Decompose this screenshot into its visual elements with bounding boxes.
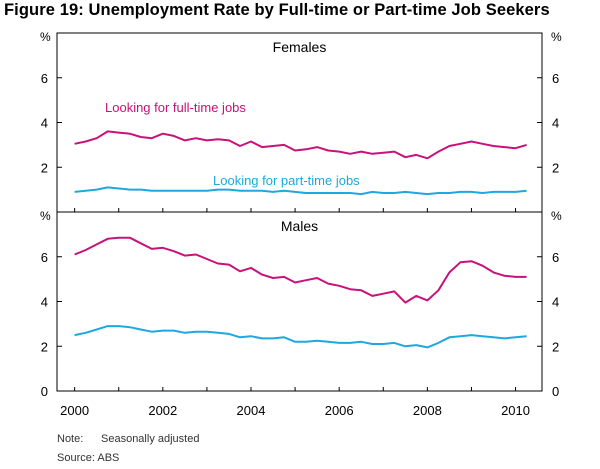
series-line-parttime-0: [74, 186, 527, 196]
note-text: Seasonally adjusted: [101, 433, 200, 445]
ytick-label-right: 4: [552, 116, 559, 131]
ytick-label-right: 6: [552, 250, 559, 265]
ytick-label-right: 0: [552, 384, 559, 399]
tick-labels: 2 2 4 4 6 6 0 0 2 2 4 4 6 6 2000 2002 2004 2006 2008 2010: [41, 71, 559, 418]
unit-label-right-1: %: [551, 209, 562, 223]
xtick-label: 2000: [60, 403, 89, 418]
ytick-label-left: 0: [41, 384, 48, 399]
ytick-label-left: 6: [41, 71, 48, 86]
ytick-label-right: 4: [552, 295, 559, 310]
ytick-label-right: 2: [552, 339, 559, 354]
unit-label-left-1: %: [40, 209, 51, 223]
unit-label-right-0: %: [551, 30, 562, 44]
panel-frames: [56, 32, 543, 392]
note-label: Note:: [57, 433, 84, 445]
panel-text: % % Females Looking for full-time jobs Looki…: [40, 30, 562, 234]
series-line-parttime-1: [74, 325, 527, 349]
panel-title-0: Females: [273, 39, 327, 55]
figure-source: Source: ABS: [57, 452, 120, 464]
ytick-label-left: 6: [41, 250, 48, 265]
ytick-label-left: 4: [41, 295, 48, 310]
series-lines: [74, 130, 527, 349]
series-label-parttime: Looking for part-time jobs: [213, 173, 360, 188]
ytick-label-right: 2: [552, 160, 559, 175]
unit-label-left-0: %: [40, 30, 51, 44]
xtick-label: 2010: [501, 403, 530, 418]
xtick-label: 2006: [325, 403, 354, 418]
figure-note: Note: Seasonally adjusted: [57, 433, 199, 445]
ytick-label-left: 4: [41, 116, 48, 131]
chart-canvas: 2 2 4 4 6 6 0 0 2 2 4 4 6 6 2000 2002 2004 2006 2008 2010 %…: [40, 30, 562, 418]
ytick-label-right: 6: [552, 71, 559, 86]
panel-title-1: Males: [281, 218, 318, 234]
xtick-label: 2004: [237, 403, 266, 418]
ytick-label-left: 2: [41, 339, 48, 354]
series-label-fulltime: Looking for full-time jobs: [105, 100, 246, 115]
axis-ticks: [57, 77, 542, 392]
panel-frame-1: [56, 211, 543, 392]
series-line-fulltime-1: [74, 236, 527, 304]
xtick-label: 2008: [413, 403, 442, 418]
series-line-fulltime-0: [74, 130, 527, 160]
figure-title: Figure 19: Unemployment Rate by Full-tim…: [4, 1, 550, 19]
ytick-label-left: 2: [41, 160, 48, 175]
xtick-label: 2002: [148, 403, 177, 418]
